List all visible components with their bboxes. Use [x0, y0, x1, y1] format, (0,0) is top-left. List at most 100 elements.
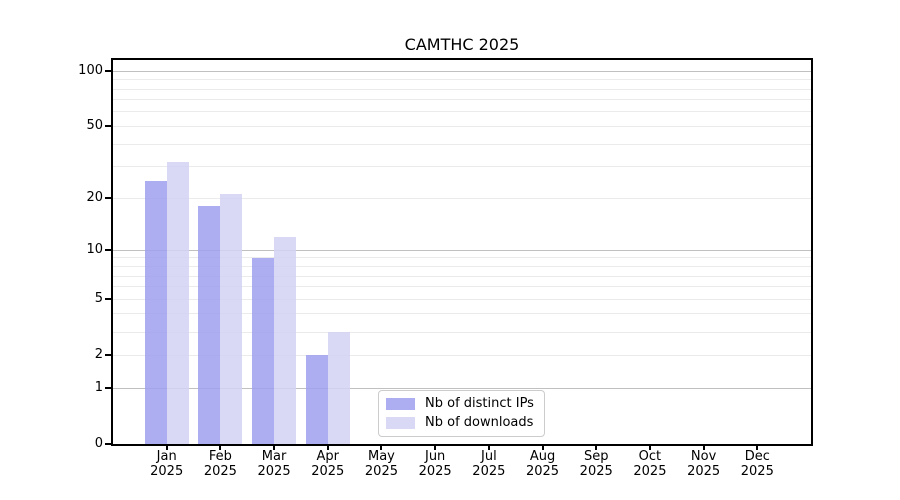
x-tick-year: 2025: [687, 464, 721, 479]
x-tick-label: Jan 2025: [137, 449, 197, 479]
y-tick: [105, 70, 111, 73]
x-tick-year: 2025: [525, 464, 560, 479]
legend-swatch-distinct-ips: [386, 398, 415, 410]
bar-distinct-ips: [198, 206, 221, 444]
y-tick: [105, 387, 111, 389]
x-tick: [165, 446, 168, 450]
y-tick-label: 20: [86, 190, 103, 206]
y-tick: [105, 249, 111, 252]
y-gridline-minor: [113, 257, 811, 259]
y-tick: [105, 125, 111, 128]
x-tick-month: Apr: [316, 449, 340, 464]
y-gridline-minor: [113, 313, 811, 315]
y-gridline-minor: [113, 143, 811, 145]
y-gridline-minor: [113, 125, 811, 127]
bar-distinct-ips: [144, 180, 167, 444]
x-tick-month: Jun: [424, 449, 446, 464]
y-tick-label: 5: [94, 291, 103, 307]
x-tick: [273, 446, 276, 450]
bar-distinct-ips: [305, 355, 328, 444]
y-tick-label: 100: [78, 63, 103, 79]
x-tick-year: 2025: [257, 464, 291, 479]
y-gridline-minor: [113, 298, 811, 300]
x-tick-month: Jan: [156, 449, 177, 464]
y-tick-label: 1: [94, 380, 103, 395]
legend-entry-downloads: Nb of downloads: [386, 415, 537, 431]
y-gridline-major: [113, 387, 811, 389]
x-tick-month: Aug: [529, 449, 556, 464]
x-tick: [434, 446, 437, 450]
x-tick-month: Mar: [261, 449, 287, 464]
x-tick-year: 2025: [579, 464, 613, 479]
x-tick-label: Nov 2025: [674, 449, 734, 479]
bar-downloads: [166, 161, 189, 444]
y-gridline-minor: [113, 99, 811, 101]
x-tick-label: Mar 2025: [244, 449, 304, 479]
x-tick-month: Oct: [638, 449, 662, 464]
y-tick-label: 0: [94, 436, 103, 451]
y-gridline-minor: [113, 166, 811, 168]
x-tick: [219, 446, 222, 450]
y-tick-label: 10: [86, 242, 103, 258]
y-tick-label: 50: [86, 118, 103, 134]
x-tick: [702, 446, 705, 450]
x-tick-label: Sep 2025: [566, 449, 626, 479]
grid-layer: [113, 60, 811, 444]
x-tick: [756, 446, 759, 450]
y-gridline-minor: [113, 286, 811, 288]
chart-title: CAMTHC 2025: [404, 35, 520, 54]
x-tick: [541, 446, 544, 450]
y-tick: [105, 197, 111, 200]
x-tick-label: Apr 2025: [298, 449, 358, 479]
x-tick-year: 2025: [150, 464, 184, 479]
y-gridline-minor: [113, 275, 811, 277]
x-tick-month: Jul: [481, 449, 497, 464]
legend-entry-distinct-ips: Nb of distinct IPs: [386, 396, 537, 412]
bar-downloads: [220, 194, 243, 444]
y-gridline-minor: [113, 88, 811, 90]
bars-layer: [113, 60, 811, 444]
x-tick-label: Jul 2025: [459, 449, 519, 479]
x-tick-label: Oct 2025: [620, 449, 680, 479]
x-tick-month: May: [368, 449, 395, 464]
x-tick: [648, 446, 651, 450]
legend: Nb of distinct IPs Nb of downloads: [378, 390, 545, 437]
x-tick-label: Feb 2025: [190, 449, 250, 479]
x-tick: [595, 446, 598, 450]
x-tick-year: 2025: [740, 464, 774, 479]
y-gridline-minor: [113, 197, 811, 199]
x-tick-year: 2025: [311, 464, 345, 479]
y-gridline-minor: [113, 331, 811, 333]
legend-label-downloads: Nb of downloads: [425, 415, 534, 430]
x-tick-month: Sep: [583, 449, 609, 464]
bar-distinct-ips: [252, 257, 275, 444]
x-tick-year: 2025: [203, 464, 237, 479]
plot-area: [111, 58, 813, 446]
x-tick-label: Aug 2025: [513, 449, 573, 479]
x-tick: [326, 446, 329, 450]
bar-downloads: [274, 236, 297, 444]
x-tick: [380, 446, 383, 450]
legend-swatch-downloads: [386, 417, 415, 429]
y-gridline-minor: [113, 354, 811, 356]
x-tick-year: 2025: [364, 464, 398, 479]
y-gridline-minor: [113, 111, 811, 113]
x-tick: [487, 446, 490, 450]
legend-label-distinct-ips: Nb of distinct IPs: [425, 396, 534, 411]
x-tick-label: Dec 2025: [727, 449, 787, 479]
bar-downloads: [327, 332, 350, 444]
x-tick-month: Feb: [208, 449, 232, 464]
y-gridline-minor: [113, 79, 811, 81]
y-gridline-minor: [113, 266, 811, 267]
x-tick-year: 2025: [633, 464, 667, 479]
x-tick-month: Dec: [744, 449, 770, 464]
x-tick-label: Jun 2025: [405, 449, 465, 479]
x-tick-year: 2025: [472, 464, 506, 479]
y-tick-label: 2: [94, 347, 103, 363]
x-tick-month: Nov: [690, 449, 717, 464]
y-tick: [105, 298, 111, 301]
y-gridline-major: [113, 249, 811, 251]
x-tick-year: 2025: [418, 464, 452, 479]
y-tick: [105, 354, 111, 357]
